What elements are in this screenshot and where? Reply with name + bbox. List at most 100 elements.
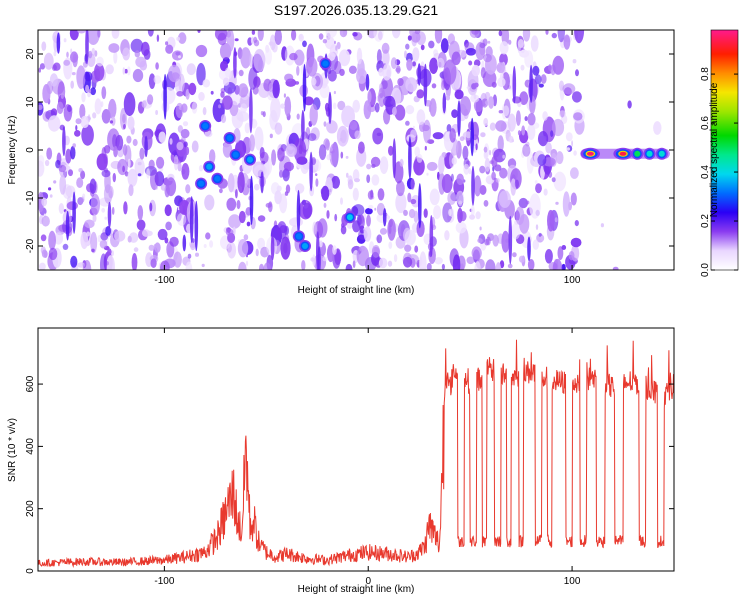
noise-blob bbox=[76, 65, 86, 89]
noise-blob bbox=[78, 168, 83, 173]
noise-blob bbox=[81, 124, 94, 146]
noise-blob bbox=[540, 74, 547, 84]
noise-blob bbox=[390, 57, 398, 69]
noise-blob bbox=[148, 159, 155, 170]
noise-blob bbox=[547, 209, 555, 232]
noise-blob bbox=[494, 164, 502, 172]
noise-blob bbox=[352, 99, 361, 113]
noise-blob bbox=[525, 200, 530, 205]
noise-blob bbox=[573, 112, 583, 121]
noise-blob bbox=[456, 190, 465, 205]
noise-streak bbox=[260, 171, 264, 194]
noise-blob bbox=[234, 38, 239, 42]
noise-blob bbox=[156, 34, 160, 42]
noise-blob bbox=[559, 110, 566, 118]
noise-blob bbox=[283, 161, 294, 172]
noise-blob bbox=[185, 146, 190, 156]
noise-blob bbox=[473, 59, 481, 67]
noise-blob bbox=[340, 225, 347, 235]
noise-blob bbox=[232, 226, 236, 236]
noise-blob bbox=[190, 242, 196, 251]
noise-blob bbox=[495, 178, 500, 183]
noise-blob bbox=[253, 183, 260, 191]
noise-blob bbox=[396, 65, 401, 74]
noise-blob bbox=[251, 30, 256, 35]
noise-blob bbox=[54, 232, 64, 245]
noise-blob bbox=[627, 100, 632, 109]
noise-blob bbox=[552, 55, 564, 75]
noise-blob bbox=[377, 188, 385, 201]
noise-blob bbox=[253, 48, 266, 72]
noise-blob bbox=[491, 155, 498, 168]
noise-streak bbox=[296, 189, 301, 235]
noise-blob bbox=[527, 259, 535, 270]
noise-blob bbox=[227, 173, 235, 193]
noise-blob bbox=[471, 246, 482, 260]
noise-blob bbox=[495, 120, 507, 132]
noise-blob bbox=[70, 51, 79, 63]
noise-blob bbox=[376, 202, 385, 216]
noise-streak bbox=[392, 138, 397, 179]
noise-blob bbox=[653, 121, 662, 135]
noise-blob bbox=[210, 90, 214, 95]
noise-blob bbox=[248, 67, 258, 90]
noise-blob bbox=[550, 130, 554, 138]
noise-blob bbox=[276, 221, 287, 240]
noise-blob bbox=[80, 115, 90, 128]
noise-blob bbox=[133, 247, 139, 252]
noise-blob bbox=[176, 212, 187, 226]
noise-blob bbox=[366, 163, 372, 170]
noise-blob bbox=[444, 230, 450, 241]
noise-blob bbox=[265, 202, 272, 208]
noise-blob bbox=[70, 146, 76, 160]
noise-blob bbox=[396, 180, 405, 197]
noise-blob bbox=[545, 142, 552, 154]
noise-blob bbox=[286, 143, 297, 157]
noise-blob bbox=[259, 151, 269, 164]
feature-core bbox=[247, 156, 253, 163]
noise-blob bbox=[155, 62, 159, 70]
feature-core bbox=[302, 243, 308, 249]
noise-blob bbox=[511, 223, 521, 240]
noise-blob bbox=[440, 38, 449, 54]
noise-blob bbox=[250, 36, 255, 45]
x-tick-label: 0 bbox=[365, 576, 371, 587]
noise-blob bbox=[488, 96, 494, 109]
noise-blob bbox=[132, 68, 144, 83]
noise-blob bbox=[84, 219, 95, 229]
noise-blob bbox=[561, 263, 566, 270]
feature-core bbox=[214, 175, 221, 182]
noise-blob bbox=[111, 206, 115, 215]
noise-blob bbox=[352, 204, 365, 217]
noise-blob bbox=[137, 161, 142, 166]
noise-streak bbox=[65, 210, 70, 241]
noise-blob bbox=[228, 214, 242, 229]
feature-core bbox=[634, 150, 641, 157]
noise-blob bbox=[86, 30, 100, 45]
noise-blob bbox=[38, 160, 45, 177]
noise-blob bbox=[253, 36, 258, 44]
noise-blob bbox=[122, 113, 126, 124]
noise-blob bbox=[105, 64, 114, 75]
noise-blob bbox=[203, 244, 207, 248]
noise-blob bbox=[58, 203, 65, 214]
noise-blob bbox=[139, 60, 148, 71]
noise-blob bbox=[295, 183, 305, 194]
noise-blob bbox=[108, 43, 120, 53]
noise-blob bbox=[244, 122, 251, 134]
noise-blob bbox=[87, 114, 91, 123]
noise-blob bbox=[254, 126, 264, 151]
noise-blob bbox=[111, 116, 116, 126]
noise-blob bbox=[122, 47, 131, 61]
noise-blob bbox=[352, 187, 359, 201]
noise-blob bbox=[131, 253, 138, 270]
noise-blob bbox=[85, 84, 90, 93]
spectrogram-x-label: Height of straight line (km) bbox=[298, 285, 415, 296]
noise-blob bbox=[198, 165, 204, 172]
noise-blob bbox=[139, 147, 145, 160]
noise-blob bbox=[470, 205, 475, 217]
noise-blob bbox=[403, 209, 408, 216]
noise-blob bbox=[557, 30, 565, 43]
noise-streak bbox=[163, 73, 167, 120]
noise-blob bbox=[157, 228, 168, 241]
